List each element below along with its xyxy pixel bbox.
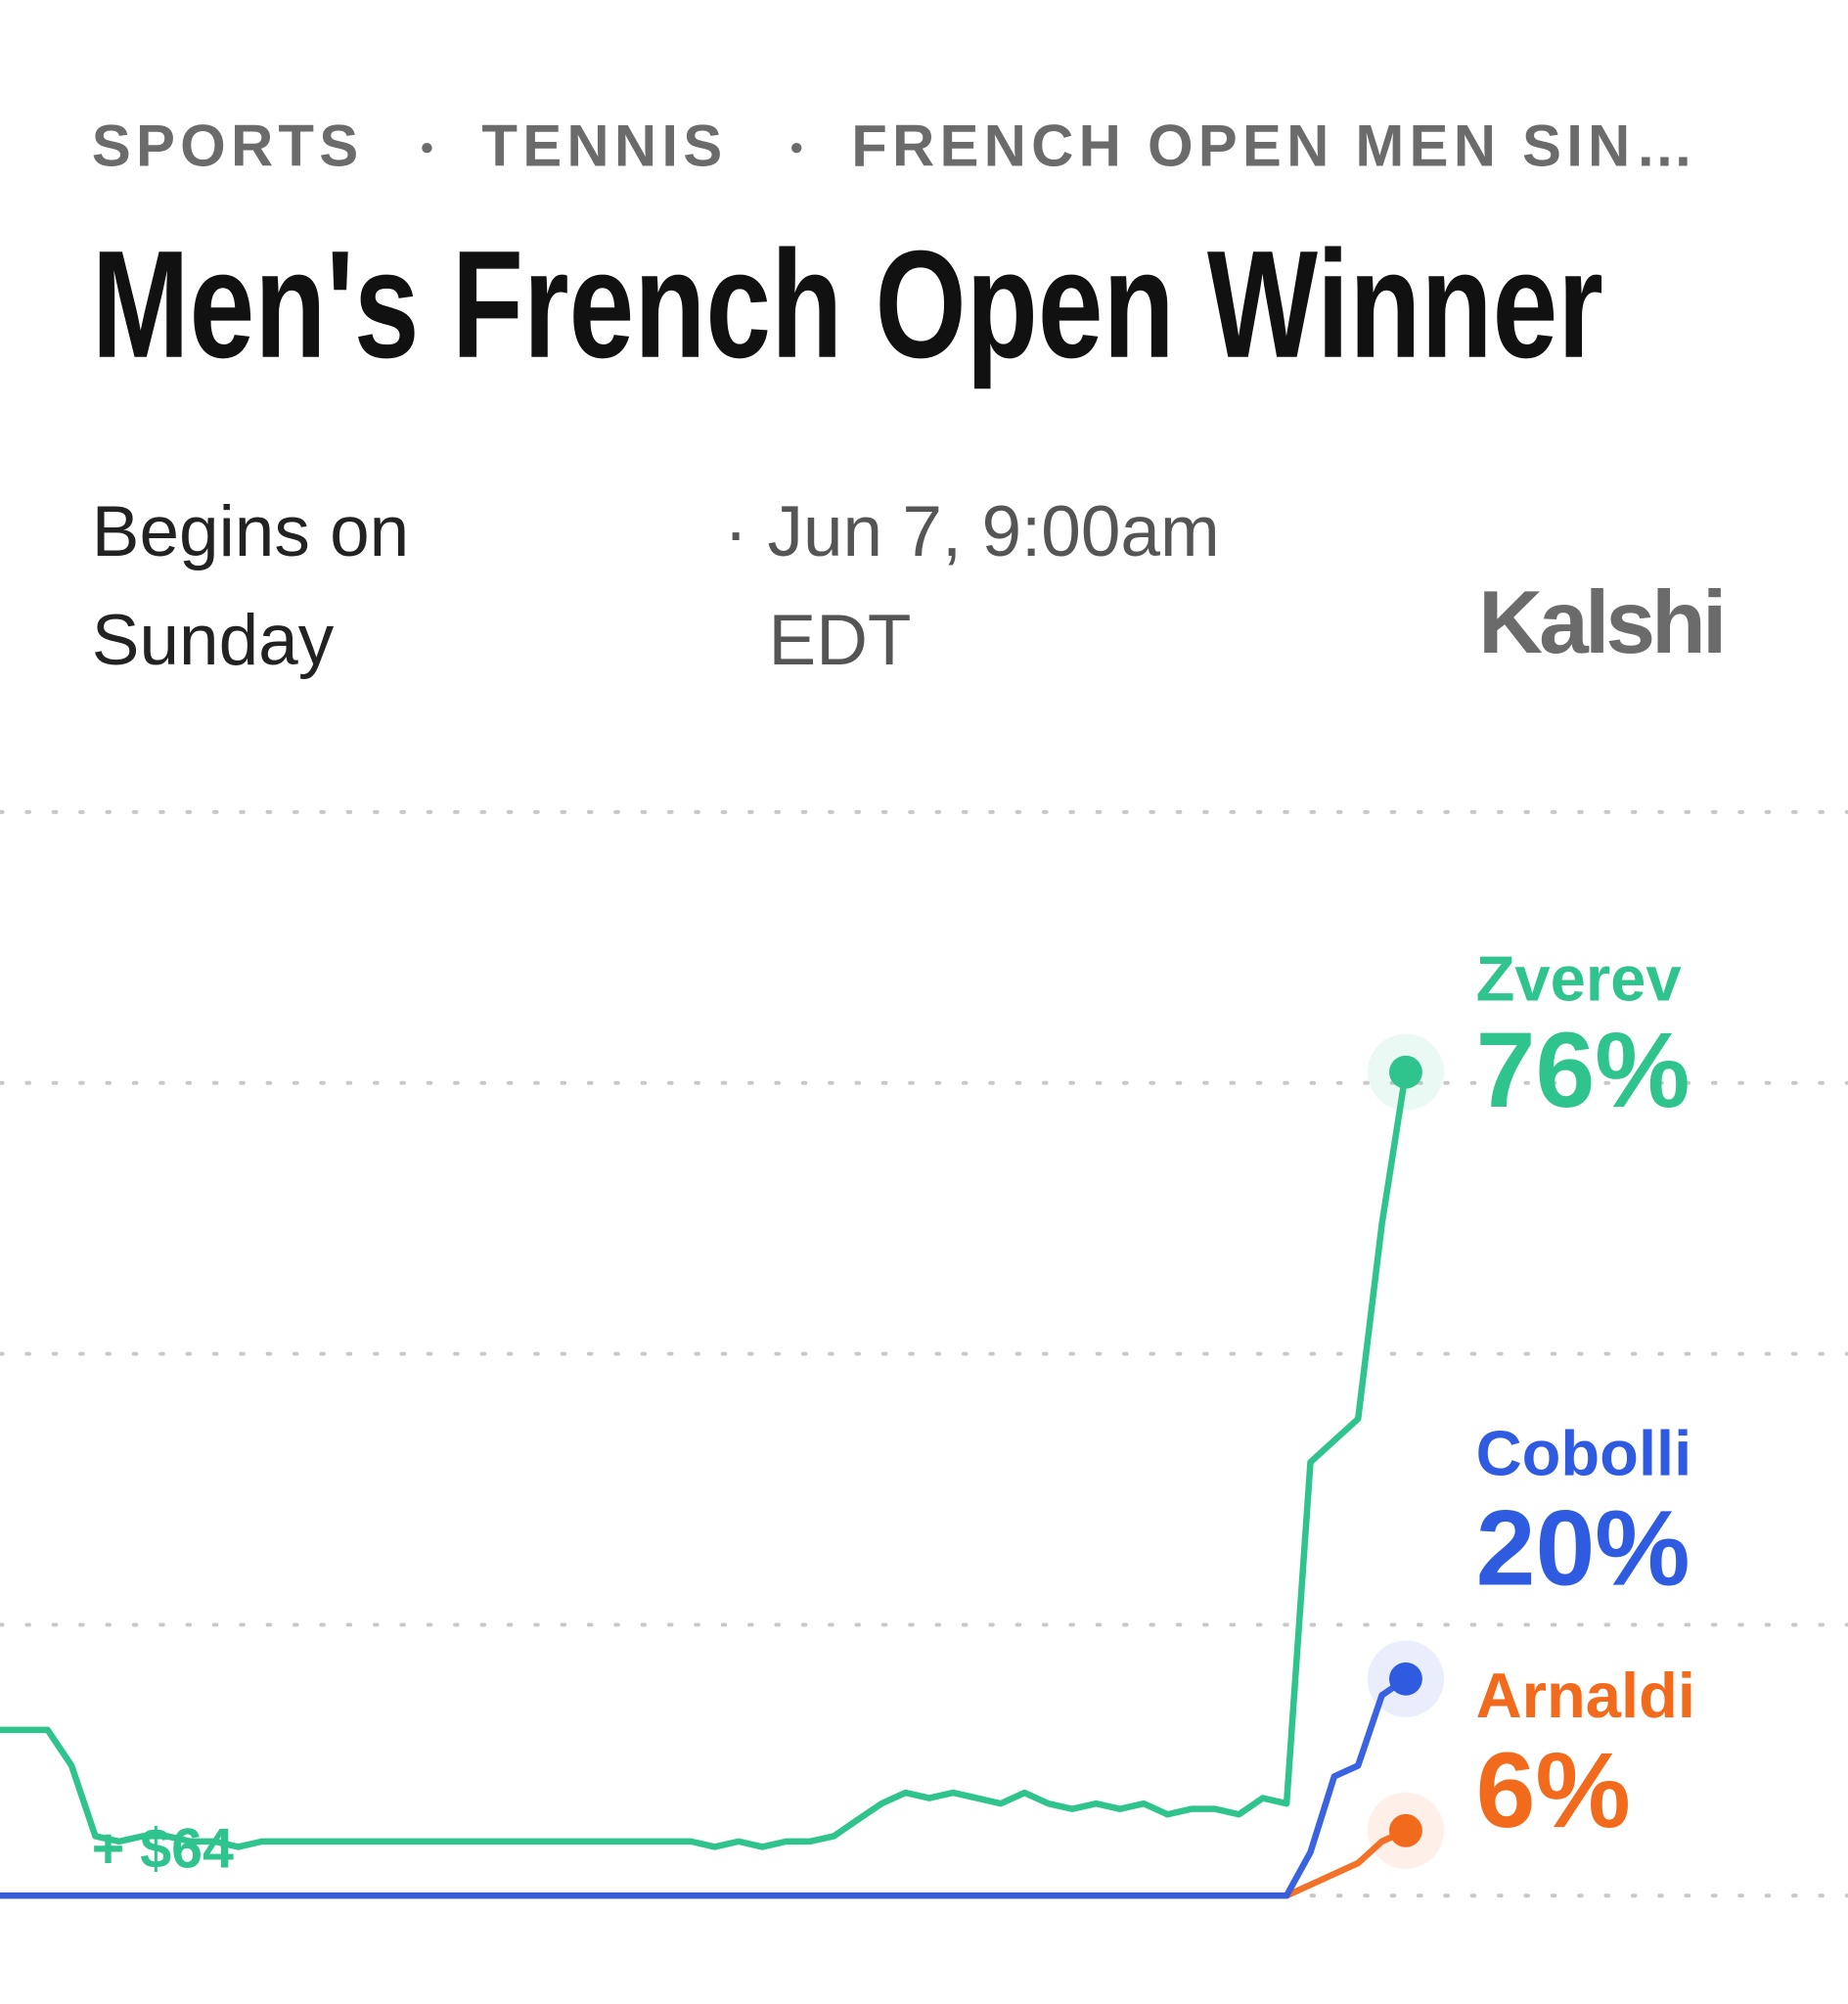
brand-logo[interactable]: Kalshi (1478, 572, 1727, 672)
separator (791, 142, 802, 154)
begins-text: Sunday (92, 601, 335, 680)
date-text: EDT (769, 601, 912, 680)
series-name: Cobolli (1476, 1417, 1692, 1488)
series-value: 20% (1476, 1488, 1690, 1608)
series-value: 6% (1476, 1731, 1631, 1850)
series-value: 76% (1476, 1011, 1690, 1130)
series-line (0, 1071, 1410, 1850)
end-dot (1389, 1813, 1422, 1847)
end-dot (1389, 1055, 1422, 1089)
date-text: · Jun 7, 9:00am (724, 492, 1220, 571)
breadcrumb-item[interactable]: FRENCH OPEN MEN SIN… (851, 113, 1698, 178)
breadcrumb-item[interactable]: TENNIS (481, 113, 727, 178)
begins-text: Begins on (92, 492, 409, 571)
page-title: Men's French Open Winner (92, 219, 1603, 390)
series-name: Zverev (1476, 943, 1682, 1015)
annotation: + $64 (92, 1818, 234, 1881)
series-line (0, 1676, 1408, 1899)
end-dot (1389, 1662, 1422, 1696)
series-name: Arnaldi (1476, 1660, 1695, 1731)
separator (422, 142, 432, 154)
breadcrumb-item[interactable]: SPORTS (92, 113, 364, 178)
